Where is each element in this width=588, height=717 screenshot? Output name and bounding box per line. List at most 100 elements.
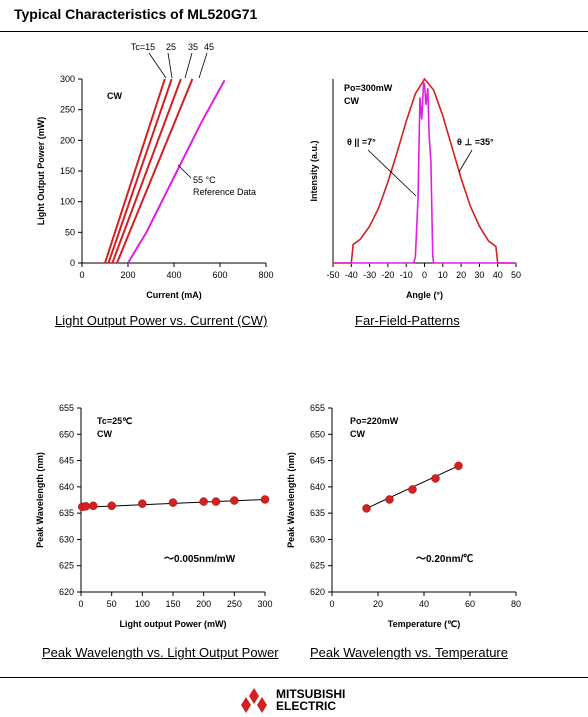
y-tick-label: 0	[70, 258, 75, 268]
y-tick-label: 630	[310, 534, 325, 544]
data-point	[107, 501, 116, 511]
x-tick-label: 0	[329, 599, 334, 609]
logo-line-2: ELECTRIC	[276, 699, 336, 713]
caption-far-field: Far-Field-Patterns	[355, 313, 460, 328]
x-tick-label: -20	[381, 270, 394, 280]
annotation-label: 35	[188, 42, 198, 52]
x-tick-label: 80	[511, 599, 521, 609]
y-tick-label: 50	[65, 227, 75, 237]
y-tick-label: 625	[310, 561, 325, 571]
annotation-label: Po=300mW	[344, 83, 393, 93]
x-tick-label: 40	[493, 270, 503, 280]
x-axis-title: Temperature (℃)	[388, 619, 460, 629]
series-line	[107, 78, 173, 264]
data-point	[81, 502, 91, 511]
annotation-label: CW	[107, 91, 122, 101]
y-tick-label: 625	[59, 561, 74, 571]
x-tick-label: 250	[227, 599, 242, 609]
annotation-label: 45	[204, 42, 214, 52]
y-tick-label: 250	[60, 105, 75, 115]
x-tick-label: 200	[120, 270, 135, 280]
annotation-label: 55 °C	[193, 175, 216, 185]
annotation-label: θ || =7°	[347, 137, 376, 147]
leader-line	[167, 52, 173, 79]
leader-line	[177, 164, 192, 179]
data-point	[230, 496, 239, 505]
x-tick-label: 50	[107, 599, 117, 609]
y-tick-label: 655	[310, 403, 325, 413]
annotation-label: Tc=15	[131, 42, 155, 52]
chart-peak-wavelength-vs-power: 0 50 100 150 200 250 300 620 625 630 635 640 645 650 6…	[35, 403, 273, 629]
data-point	[260, 495, 270, 504]
annotation-label: ～0.005nm/mW	[164, 554, 236, 565]
x-tick-label: -10	[400, 270, 413, 280]
logo-wordmark: MITSUBISHI ELECTRIC	[276, 688, 345, 712]
leader-line	[367, 149, 417, 197]
leader-line	[148, 52, 167, 79]
data-point	[408, 485, 417, 494]
chart-peak-wavelength-vs-temperature: 0 20 40 60 80 620 625 630 635 640 645 650 655 Tempera…	[286, 403, 521, 629]
x-axis-title: Angle (°)	[406, 290, 443, 300]
footer-divider	[0, 677, 588, 678]
y-tick-label: 635	[59, 508, 74, 518]
leader-line	[198, 52, 208, 79]
series-line	[333, 79, 516, 264]
chart-far-field-patterns: -50 -40 -30 -20 -10 0 10 20 30 40 50 Angle (°) Inten…	[309, 77, 521, 300]
data-point	[168, 498, 178, 507]
x-tick-label: 50	[511, 270, 521, 280]
x-tick-label: 60	[465, 599, 475, 609]
y-tick-label: 620	[59, 587, 74, 597]
y-tick-label: 620	[310, 587, 325, 597]
annotation-label: CW	[97, 429, 112, 439]
y-tick-label: 645	[59, 456, 74, 466]
y-tick-label: 645	[310, 456, 325, 466]
y-tick-label: 650	[310, 429, 325, 439]
x-tick-label: 800	[258, 270, 273, 280]
series-line	[111, 78, 182, 264]
x-axis-title: Current (mA)	[146, 290, 202, 300]
annotation-label: ～0.20nm/℃	[416, 553, 473, 565]
annotation-label: CW	[344, 96, 359, 106]
x-tick-label: 300	[257, 599, 272, 609]
x-tick-label: 30	[474, 270, 484, 280]
series-line	[127, 79, 226, 264]
annotation-label: Po=220mW	[350, 416, 399, 426]
y-tick-label: 100	[60, 197, 75, 207]
x-tick-label: 600	[212, 270, 227, 280]
caption-light-output: Light Output Power vs. Current (CW)	[55, 313, 268, 328]
x-tick-label: 0	[422, 270, 427, 280]
x-tick-label: 150	[165, 599, 180, 609]
y-tick-label: 300	[60, 74, 75, 84]
data-point	[89, 501, 98, 511]
x-tick-label: 0	[78, 599, 83, 609]
y-tick-label: 635	[310, 508, 325, 518]
y-axis-title: Peak Wavelength (nm)	[286, 452, 296, 548]
annotation-label: θ ⊥ =35°	[457, 137, 494, 147]
logo-line-1: MITSUBISHI	[276, 687, 346, 701]
data-point	[431, 474, 440, 483]
data-point	[138, 499, 147, 508]
x-tick-label: 40	[419, 599, 429, 609]
x-tick-label: 200	[196, 599, 211, 609]
x-tick-label: 400	[166, 270, 181, 280]
data-point	[362, 504, 371, 513]
y-tick-label: 640	[59, 482, 74, 492]
y-tick-label: 650	[59, 429, 74, 439]
x-axis-title: Light output Power (mW)	[120, 619, 227, 629]
y-axis-title: Peak Wavelength (nm)	[35, 452, 45, 548]
x-tick-label: -40	[345, 270, 358, 280]
x-tick-label: 100	[135, 599, 150, 609]
caption-peak-vs-temperature: Peak Wavelength vs. Temperature	[310, 645, 508, 660]
chart-light-output-vs-current: 0 200 400 600 800 0 50 100 150 200 250 300 Current (…	[36, 42, 274, 300]
series-line	[116, 78, 194, 264]
data-point	[454, 461, 463, 471]
y-tick-label: 655	[59, 403, 74, 413]
x-tick-label: -30	[363, 270, 376, 280]
x-tick-label: -50	[326, 270, 339, 280]
leader-line	[184, 52, 193, 79]
annotation-label: Tc=25℃	[97, 416, 132, 426]
annotation-label: CW	[350, 429, 365, 439]
caption-peak-vs-power: Peak Wavelength vs. Light Output Power	[42, 645, 279, 660]
x-tick-label: 20	[456, 270, 466, 280]
